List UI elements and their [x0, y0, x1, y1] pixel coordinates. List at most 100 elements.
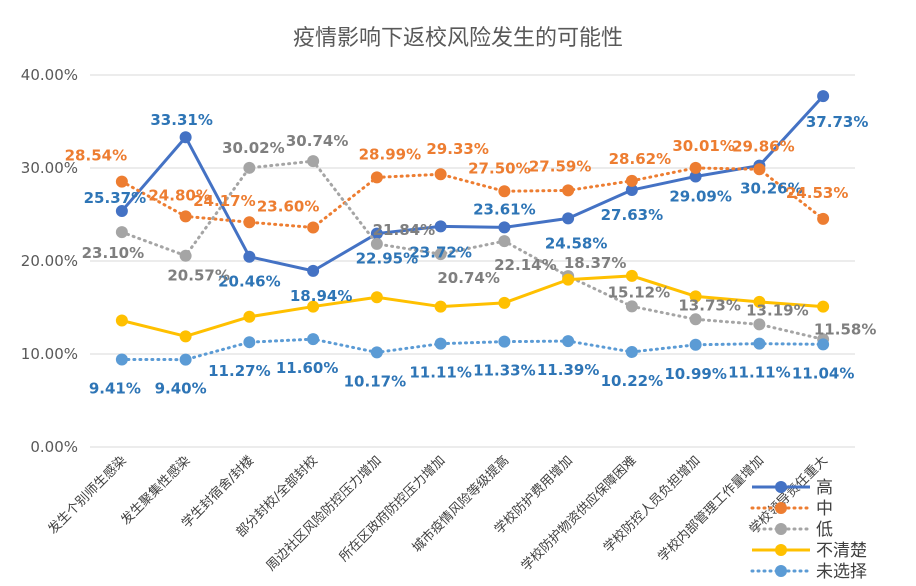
- data-label: 27.59%: [529, 157, 591, 175]
- data-point: [307, 333, 320, 346]
- data-label: 11.04%: [792, 364, 854, 382]
- data-label: 28.99%: [359, 145, 421, 163]
- y-tick-label: 30.00%: [21, 159, 78, 177]
- data-label: 11.11%: [728, 364, 790, 382]
- data-point: [370, 237, 383, 250]
- legend-label: 不清楚: [816, 541, 867, 561]
- data-label: 22.14%: [494, 256, 556, 274]
- data-point: [243, 250, 256, 263]
- data-point: [307, 155, 320, 168]
- x-tick-label: 所在区政府防控压力增加: [336, 453, 448, 565]
- data-point: [370, 227, 383, 240]
- legend-item: 低: [750, 520, 833, 540]
- data-point: [434, 168, 447, 181]
- x-tick-label: 学校防护物资供应保障困难: [518, 453, 640, 575]
- legend-marker: [775, 502, 787, 514]
- x-tick-label: 发生个别师生感染: [45, 453, 130, 538]
- series-lines: [115, 90, 830, 366]
- data-label: 13.19%: [746, 301, 808, 319]
- data-point: [689, 170, 702, 183]
- data-label: 10.22%: [601, 372, 663, 390]
- data-point: [753, 337, 766, 350]
- data-label: 23.10%: [82, 244, 144, 262]
- data-label: 30.74%: [286, 132, 348, 150]
- data-point: [115, 205, 128, 218]
- x-tick-label: 学校内部管理工作量增加: [655, 453, 767, 565]
- data-point: [689, 161, 702, 174]
- data-point: [817, 300, 830, 313]
- data-label: 29.09%: [669, 187, 731, 205]
- data-label: 9.40%: [155, 380, 207, 398]
- data-point: [753, 318, 766, 331]
- data-label: 30.26%: [740, 180, 802, 198]
- data-label: 23.60%: [257, 198, 319, 216]
- data-point: [307, 221, 320, 234]
- data-label: 24.53%: [786, 184, 848, 202]
- data-point: [498, 235, 511, 248]
- data-label: 15.12%: [608, 283, 670, 301]
- x-axis-ticks: 发生个别师生感染发生聚集性感染学生封宿舍/封楼部分封校/全部封校周边社区风险防控…: [45, 453, 831, 575]
- legend-label: 中: [816, 499, 833, 519]
- legend-marker: [775, 565, 787, 577]
- data-point: [753, 163, 766, 176]
- data-point: [243, 310, 256, 323]
- data-point: [179, 330, 192, 343]
- data-label: 23.72%: [409, 243, 471, 261]
- data-point: [115, 226, 128, 239]
- data-label: 24.80%: [148, 186, 210, 204]
- series-line: [120, 337, 825, 362]
- data-label: 13.73%: [678, 296, 740, 314]
- data-point: [562, 184, 575, 197]
- x-tick-label: 周边社区风险防控压力增加: [263, 453, 385, 575]
- y-tick-label: 20.00%: [21, 252, 78, 270]
- data-point: [498, 221, 511, 234]
- data-label: 11.27%: [208, 362, 270, 380]
- data-point: [817, 338, 830, 351]
- data-label: 11.11%: [409, 364, 471, 382]
- data-point: [434, 248, 447, 261]
- y-tick-label: 40.00%: [21, 66, 78, 84]
- data-label: 11.33%: [473, 362, 535, 380]
- legend-item: 中: [750, 499, 833, 519]
- data-point: [179, 353, 192, 366]
- data-label: 30.01%: [672, 137, 734, 155]
- data-point: [562, 212, 575, 225]
- data-label: 11.58%: [814, 320, 876, 338]
- data-point: [434, 220, 447, 233]
- chart-title: 疫情影响下返校风险发生的可能性: [293, 26, 623, 51]
- series-line: [121, 274, 824, 338]
- y-axis-ticks: 0.00% 10.00% 20.00% 30.00% 40.00%: [21, 66, 78, 456]
- data-label: 22.95%: [356, 250, 418, 268]
- legend-marker: [775, 544, 787, 556]
- data-label: 30.02%: [222, 139, 284, 157]
- data-label: 33.31%: [150, 111, 212, 129]
- data-point: [179, 249, 192, 262]
- data-point: [434, 300, 447, 313]
- data-point: [625, 269, 638, 282]
- data-label: 24.17%: [193, 192, 255, 210]
- data-label: 28.62%: [609, 150, 671, 168]
- data-label: 10.99%: [664, 365, 726, 383]
- data-point: [307, 264, 320, 277]
- data-point: [115, 314, 128, 327]
- data-label: 18.37%: [564, 254, 626, 272]
- legend-item: 未选择: [750, 562, 867, 582]
- data-label: 28.54%: [65, 147, 127, 165]
- data-point: [115, 353, 128, 366]
- data-point: [115, 175, 128, 188]
- data-point: [243, 336, 256, 349]
- data-point: [179, 210, 192, 223]
- data-point: [370, 171, 383, 184]
- data-point: [434, 337, 447, 350]
- legend-label: 低: [816, 520, 833, 540]
- legend-label: 未选择: [816, 562, 867, 582]
- data-point: [625, 184, 638, 197]
- data-point: [562, 335, 575, 348]
- data-point: [498, 185, 511, 198]
- data-label: 20.57%: [167, 267, 229, 285]
- data-label: 21.84%: [373, 221, 435, 239]
- data-point: [307, 300, 320, 313]
- data-point: [179, 131, 192, 144]
